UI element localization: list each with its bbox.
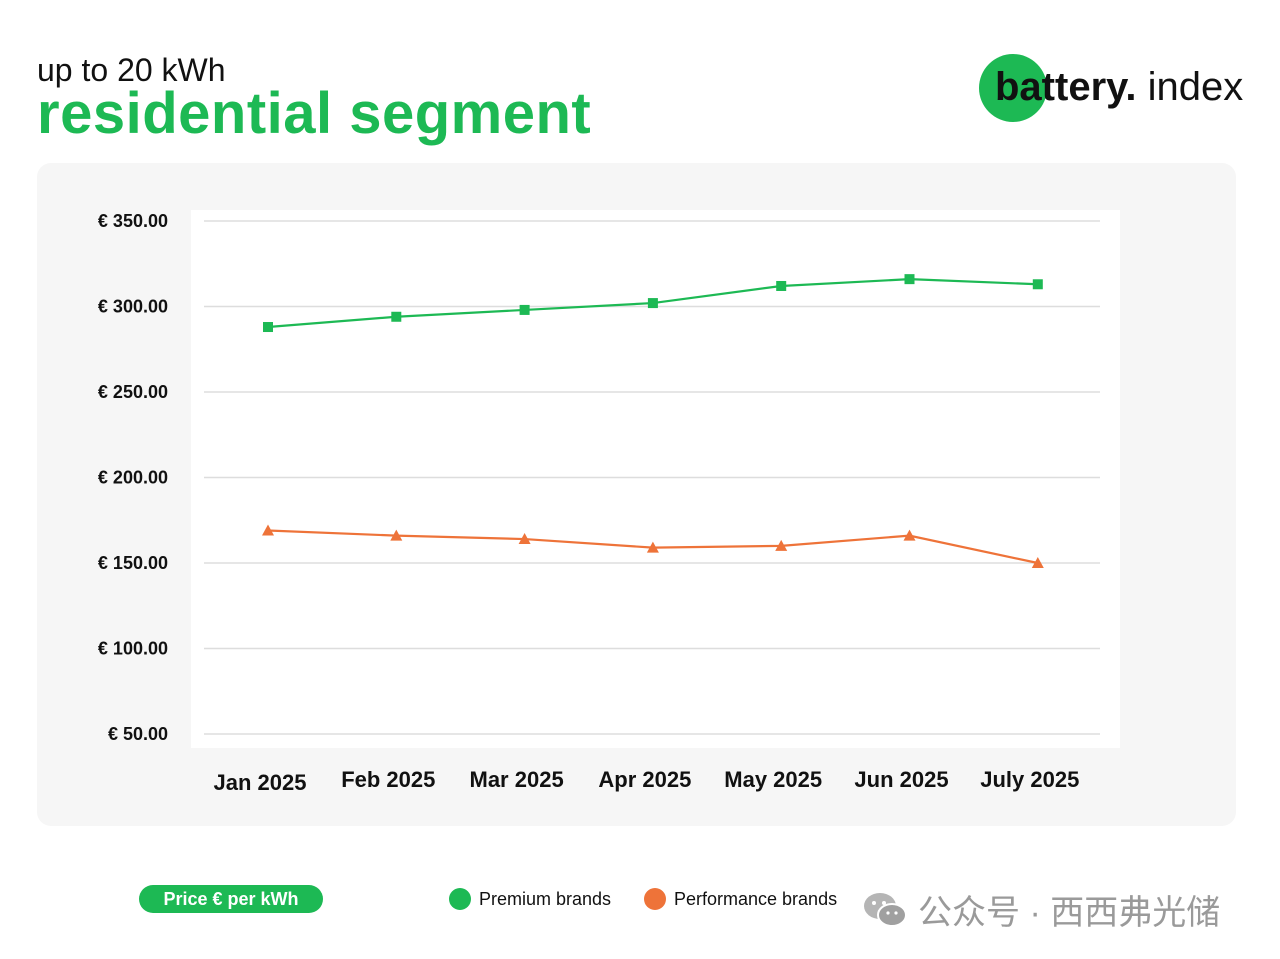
price-label-pill: Price € per kWh [139, 885, 323, 913]
legend-label-premium: Premium brands [479, 888, 612, 909]
x-tick-label: July 2025 [980, 767, 1079, 792]
data-point-premium [1032, 279, 1043, 290]
subtitle: up to 20 kWh [37, 52, 226, 88]
wechat-text: 公众号 · 西西弗光储 [918, 894, 1221, 932]
x-tick-label: Jun 2025 [854, 767, 948, 792]
y-tick-label: € 50.00 [108, 724, 168, 744]
y-tick-label: € 250.00 [98, 382, 168, 402]
data-point-performance [775, 539, 788, 551]
legend-label-performance: Performance brands [674, 888, 838, 909]
data-point-premium [519, 304, 530, 315]
y-tick-label: € 150.00 [98, 553, 168, 573]
y-tick-label: € 300.00 [98, 297, 168, 317]
brand-circle [979, 54, 1047, 122]
data-point-performance [646, 541, 659, 553]
y-tick-label: € 350.00 [98, 211, 168, 231]
data-point-performance [903, 529, 916, 541]
wechat-watermark: 公众号 · 西西弗光储 [862, 885, 1220, 934]
data-point-performance [262, 524, 274, 536]
x-tick-label: Feb 2025 [341, 767, 435, 792]
data-point-performance [518, 533, 531, 545]
brand-logo: battery. index [979, 54, 1259, 122]
data-point-performance [390, 529, 403, 541]
data-point-premium [391, 311, 402, 322]
brand-text-light: index [1136, 65, 1244, 109]
legend-item-premium: Premium brands [449, 888, 611, 910]
brand-text-bold: battery. [995, 65, 1137, 109]
legend-dot-premium [449, 888, 471, 910]
x-tick-label: Apr 2025 [598, 767, 691, 792]
y-tick-label: € 200.00 [98, 468, 168, 488]
brand-text: battery. index [995, 66, 1243, 108]
data-point-premium [904, 274, 915, 285]
data-point-premium [263, 322, 273, 333]
page-title: residential segment [37, 81, 592, 146]
x-tick-label: Jan 2025 [214, 770, 307, 795]
y-tick-label: € 100.00 [98, 639, 168, 659]
data-point-premium [647, 298, 658, 309]
x-tick-label: Mar 2025 [470, 767, 564, 792]
legend-item-performance: Performance brands [644, 888, 837, 910]
data-point-performance [1031, 557, 1044, 568]
legend-dot-performance [644, 888, 666, 910]
x-tick-label: May 2025 [724, 767, 822, 792]
wechat-icon [864, 892, 907, 927]
data-point-premium [776, 280, 787, 291]
